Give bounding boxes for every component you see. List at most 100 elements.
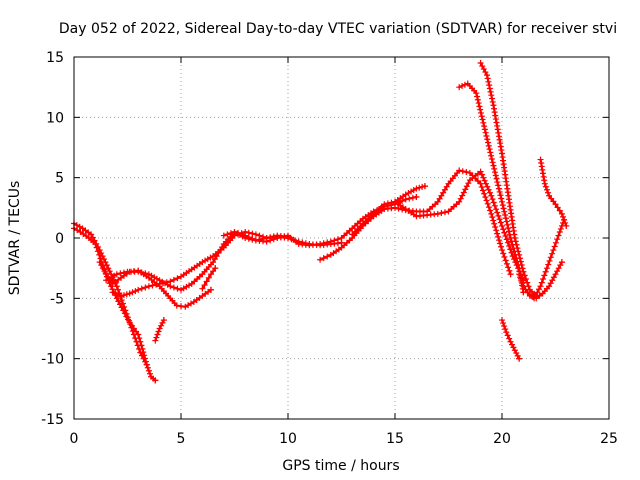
data-point xyxy=(494,122,501,129)
data-point xyxy=(127,321,134,328)
data-point xyxy=(535,286,542,293)
data-point xyxy=(459,82,466,89)
data-point xyxy=(98,250,105,257)
data-point xyxy=(117,270,124,277)
data-point xyxy=(496,188,503,195)
data-point xyxy=(211,256,218,263)
data-point xyxy=(516,255,523,262)
data-point xyxy=(130,331,137,338)
data-point xyxy=(503,218,510,225)
data-point xyxy=(419,183,426,190)
data-point xyxy=(500,226,507,233)
data-point xyxy=(475,100,482,107)
data-point xyxy=(562,219,569,226)
data-point xyxy=(481,190,488,197)
data-point xyxy=(460,189,467,196)
data-point xyxy=(505,264,512,271)
data-point xyxy=(563,222,570,229)
data-point xyxy=(99,253,106,260)
data-point xyxy=(334,236,341,243)
data-point xyxy=(550,274,557,281)
data-point xyxy=(441,186,448,193)
data-point xyxy=(487,149,494,156)
data-point xyxy=(120,269,127,276)
data-point xyxy=(499,202,506,209)
data-point xyxy=(556,207,563,214)
data-point xyxy=(558,259,565,266)
data-point xyxy=(499,247,505,254)
data-point xyxy=(388,199,395,206)
data-point xyxy=(324,239,331,246)
data-point xyxy=(554,236,561,243)
data-point xyxy=(118,292,125,299)
data-point xyxy=(558,210,565,217)
data-point xyxy=(136,346,143,353)
x-axis-label: GPS time / hours xyxy=(282,458,399,474)
data-point xyxy=(521,272,528,279)
data-point xyxy=(392,204,398,211)
data-point xyxy=(145,367,152,374)
series-arc-12 xyxy=(456,80,527,296)
data-point xyxy=(207,286,214,293)
data-point xyxy=(395,205,402,212)
data-point xyxy=(492,172,499,179)
data-point xyxy=(497,143,504,150)
data-point xyxy=(413,193,420,200)
data-point xyxy=(489,95,496,102)
chart-title: Day 052 of 2022, Sidereal Day-to-day VTE… xyxy=(59,21,617,37)
data-point xyxy=(541,180,548,187)
data-point xyxy=(541,177,548,184)
data-point xyxy=(538,279,545,286)
y-tick-label: -5 xyxy=(50,291,64,307)
data-point xyxy=(505,225,512,232)
data-point xyxy=(497,192,504,199)
data-point xyxy=(486,82,493,89)
data-point xyxy=(129,289,136,296)
series-arc-17 xyxy=(537,156,570,229)
data-point xyxy=(489,214,496,221)
data-point xyxy=(546,283,553,290)
data-point xyxy=(503,329,510,336)
data-point xyxy=(152,377,159,384)
data-point xyxy=(123,310,130,317)
data-point xyxy=(491,109,498,116)
x-tick-label: 5 xyxy=(177,431,186,447)
data-point xyxy=(113,295,120,302)
data-point xyxy=(485,186,492,193)
data-point xyxy=(103,262,110,269)
data-point xyxy=(153,334,160,341)
data-point xyxy=(252,231,259,238)
y-tick-label: 5 xyxy=(55,171,64,187)
data-point xyxy=(135,268,142,275)
data-point xyxy=(474,177,481,184)
data-point xyxy=(518,262,525,269)
data-point xyxy=(478,113,485,120)
data-point xyxy=(132,288,139,295)
x-tick-label: 20 xyxy=(493,431,511,447)
data-point xyxy=(142,358,149,365)
data-point xyxy=(540,276,547,283)
data-point xyxy=(121,303,128,310)
data-point xyxy=(324,253,331,260)
data-point xyxy=(496,216,503,223)
data-point xyxy=(117,301,124,308)
data-point xyxy=(145,283,152,290)
data-point xyxy=(537,283,544,290)
data-point xyxy=(502,211,509,218)
data-point xyxy=(520,268,527,275)
data-point xyxy=(119,300,126,307)
data-point xyxy=(474,96,481,103)
data-point xyxy=(483,132,490,139)
data-point xyxy=(124,314,131,321)
data-point xyxy=(488,192,495,199)
data-point xyxy=(281,233,288,240)
data-point xyxy=(555,232,562,239)
data-point xyxy=(122,307,129,314)
data-point xyxy=(152,337,159,344)
data-point xyxy=(129,328,136,335)
data-point xyxy=(96,259,103,266)
x-tick-label: 25 xyxy=(600,431,618,447)
data-point xyxy=(156,280,163,287)
data-point xyxy=(441,209,448,216)
data-point xyxy=(540,173,547,180)
